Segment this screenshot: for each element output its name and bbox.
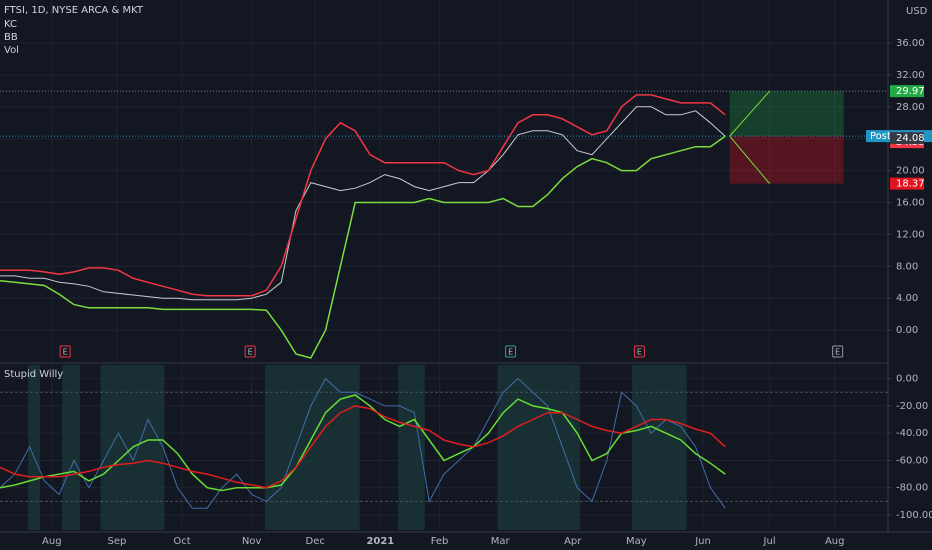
tag-value: 18.37 <box>896 179 925 190</box>
y-tick-label: 4.00 <box>896 293 918 304</box>
earnings-label: E <box>248 348 253 357</box>
tag-value: 24.08 <box>896 133 925 144</box>
tag <box>890 177 924 190</box>
highlight-range <box>62 365 80 530</box>
y-tick-label: -100.00 <box>896 510 932 521</box>
highlight-range <box>264 365 360 530</box>
x-tick-label: Aug <box>42 536 62 547</box>
y-tick-label: 36.00 <box>896 38 925 49</box>
earnings-label: E <box>835 348 840 357</box>
indicator-label: Vol <box>4 45 19 56</box>
chart-title: FTSI, 1D, NYSE ARCA & MKT <box>4 5 144 16</box>
tag-name: Post <box>870 131 891 142</box>
earnings-label: E <box>637 348 642 357</box>
series-line <box>0 377 726 509</box>
y-tick-label: 0.00 <box>896 374 918 385</box>
x-tick-label: Jun <box>694 536 711 547</box>
y-tick-label: -80.00 <box>896 483 928 494</box>
x-tick-label: Dec <box>306 536 325 547</box>
highlight-range <box>398 365 425 530</box>
tag-value: 29.97 <box>896 86 925 97</box>
earnings-marker <box>59 345 71 358</box>
y-tick-label: 32.00 <box>896 70 925 81</box>
earnings-marker <box>505 345 517 358</box>
earnings-marker <box>244 345 256 358</box>
y-tick-label: -20.00 <box>896 401 928 412</box>
x-tick-label: Feb <box>431 536 449 547</box>
series-line <box>0 106 726 301</box>
tag <box>890 132 924 145</box>
indicator-label: KC <box>4 19 17 30</box>
indicator-label: BB <box>4 32 18 43</box>
earnings-label: E <box>63 348 68 357</box>
highlight-range <box>631 365 687 530</box>
y-tick-label: 16.00 <box>896 198 925 209</box>
highlight-range <box>28 365 40 530</box>
x-tick-label: 2021 <box>366 536 394 547</box>
target-zone <box>729 91 844 137</box>
earnings-marker <box>633 345 645 358</box>
plot <box>0 0 888 530</box>
x-tick-label: Mar <box>491 536 511 547</box>
y-tick-label: -40.00 <box>896 428 928 439</box>
currency: USD <box>906 6 928 17</box>
x-tick-label: Apr <box>564 536 582 547</box>
highlight-range <box>497 365 581 530</box>
earnings-marker <box>832 345 844 358</box>
x-tick-label: Jul <box>763 536 776 547</box>
x-tick-label: Aug <box>825 536 845 547</box>
series-line <box>0 135 726 359</box>
arrow <box>729 135 771 184</box>
x-tick-label: Sep <box>107 536 126 547</box>
y-tick-label: 8.00 <box>896 261 918 272</box>
stop-zone <box>729 136 844 184</box>
x-tick-label: May <box>626 536 647 547</box>
series-line <box>0 94 726 297</box>
series-line <box>0 405 726 489</box>
x-tick-label: Nov <box>242 536 262 547</box>
y-tick-label: -60.00 <box>896 455 928 466</box>
y-tick-label: 0.00 <box>896 325 918 336</box>
arrow <box>729 90 771 137</box>
indicator-title: Stupid Willy <box>4 369 63 380</box>
series-line <box>0 394 726 492</box>
x-tick-label: Oct <box>173 536 190 547</box>
y-tick-label: 12.00 <box>896 229 925 240</box>
tag <box>890 85 924 98</box>
y-tick-label: 20.00 <box>896 166 925 177</box>
earnings-label: E <box>508 348 513 357</box>
y-tick-label: 28.00 <box>896 102 925 113</box>
